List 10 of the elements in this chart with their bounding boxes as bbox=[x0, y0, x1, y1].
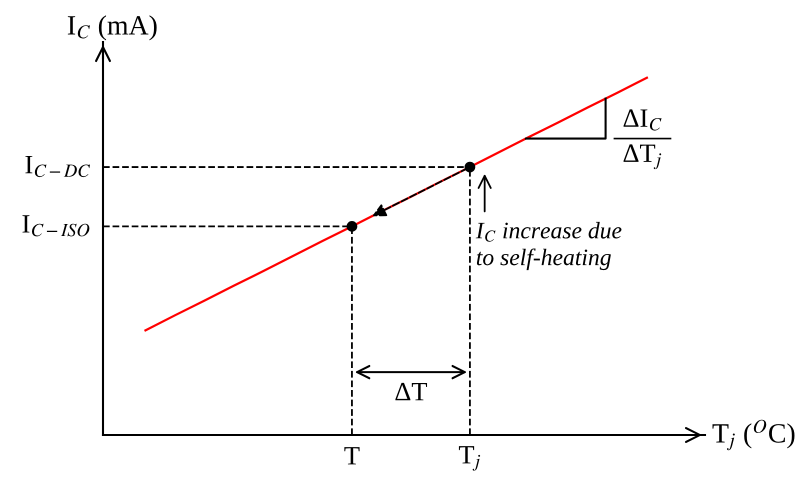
y-axis-title: I$_{C}$ (mA) bbox=[68, 15, 157, 40]
x-axis-title: T$_{j}$ ($^{O}$C) bbox=[712, 420, 794, 450]
annotation: ΔT bbox=[395, 382, 428, 400]
annotation: ΔI$_{C}$ bbox=[624, 109, 662, 131]
annotation: I$_{C}$ increase due to self-heating bbox=[476, 222, 622, 270]
x-tick-label: T$_{j}$ bbox=[458, 446, 480, 471]
annotation: ΔT$_{j}$ bbox=[624, 144, 662, 170]
annotation: I$_{C−ISO}$ bbox=[22, 215, 90, 236]
x-tick-label: T bbox=[344, 447, 360, 464]
annotation: I$_{C−DC}$ bbox=[25, 156, 90, 178]
